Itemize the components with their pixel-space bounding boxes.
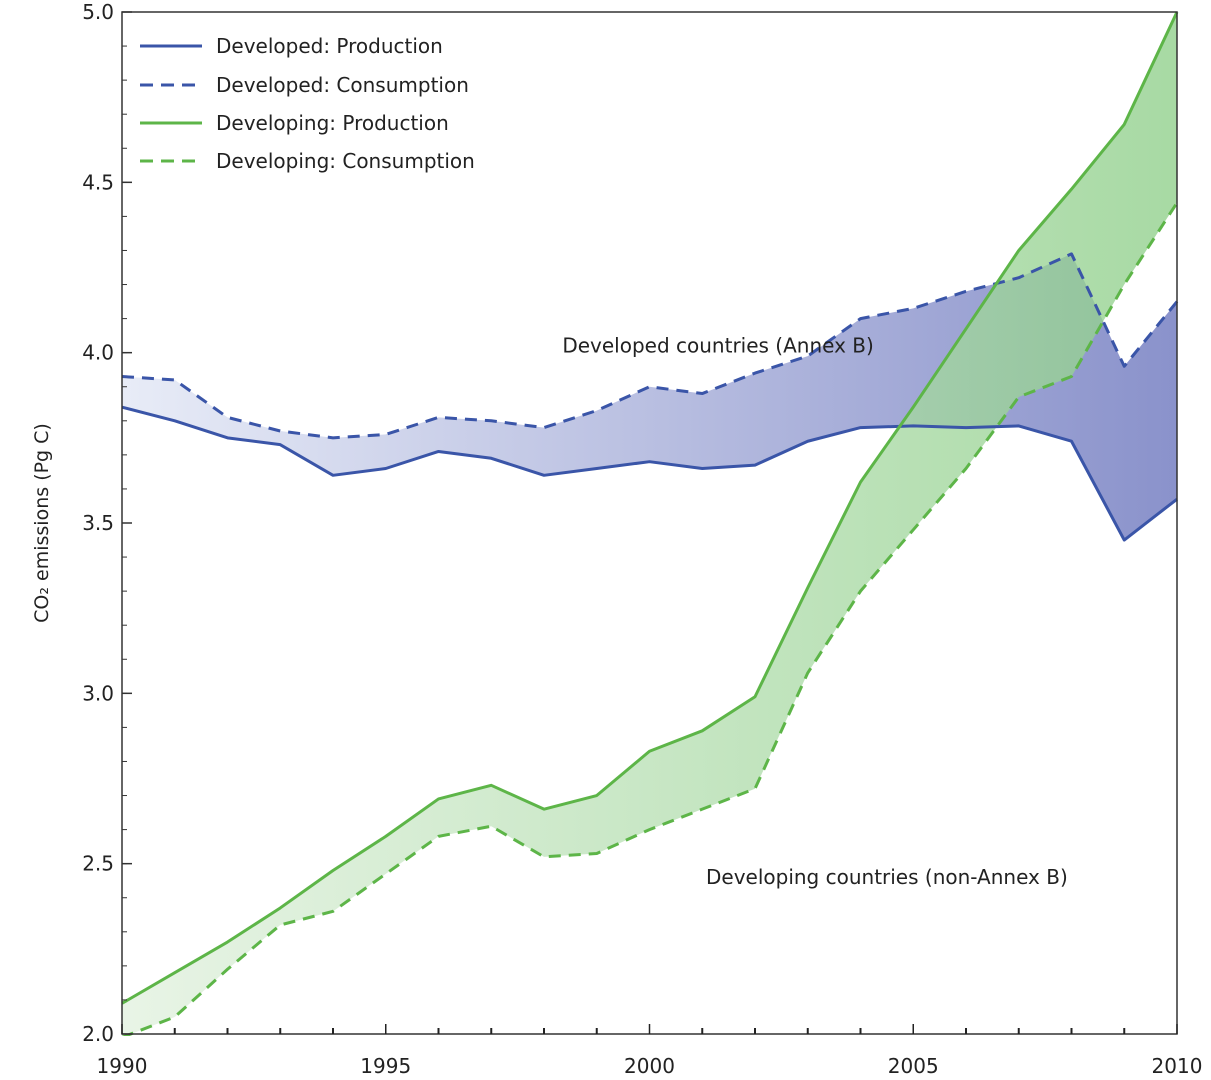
series-line-developing-production [121, 11, 1179, 1005]
legend-item: Developing: Production [140, 111, 449, 135]
band-developed [122, 253, 1177, 541]
x-tick-label: 1995 [360, 1054, 411, 1078]
bands-layer [122, 12, 1177, 1036]
series-line-developed-consumption [121, 252, 1179, 440]
y-tick-label: 2.5 [82, 852, 114, 876]
legend-item: Developing: Consumption [140, 149, 475, 173]
lines-layer [121, 11, 1179, 1036]
y-tick-label: 4.0 [82, 341, 114, 365]
x-tick-label: 2010 [1152, 1054, 1203, 1078]
y-tick-label: 3.5 [82, 511, 114, 535]
annotation-developing-countries: Developing countries (non-Annex B) [706, 865, 1068, 889]
y-tick-label: 3.0 [82, 681, 114, 705]
legend-item: Developed: Production [140, 34, 443, 58]
x-tick-label: 2005 [888, 1054, 939, 1078]
series-line-developing-consumption [121, 201, 1179, 1036]
y-axis-title: CO₂ emissions (Pg C) [31, 423, 53, 623]
legend-label-developed-consumption: Developed: Consumption [216, 73, 469, 97]
x-tick-label: 2000 [624, 1054, 675, 1078]
legend: Developed: Production Developed: Consump… [140, 34, 475, 173]
y-tick-label: 4.5 [82, 170, 114, 194]
axes-layer: 2.0 2.5 3.0 3.5 4.0 4.5 5.0 1990 1995 2000 2005 201… [82, 0, 1202, 1078]
legend-item: Developed: Consumption [140, 73, 469, 97]
y-tick-label: 5.0 [82, 0, 114, 24]
y-tick-label: 2.0 [82, 1022, 114, 1046]
legend-label-developed-production: Developed: Production [216, 34, 443, 58]
x-tick-label: 1990 [97, 1054, 148, 1078]
series-line-developed-production [121, 405, 1178, 542]
annotation-developed-countries: Developed countries (Annex B) [562, 334, 873, 358]
legend-label-developing-consumption: Developing: Consumption [216, 149, 475, 173]
legend-label-developing-production: Developing: Production [216, 111, 449, 135]
